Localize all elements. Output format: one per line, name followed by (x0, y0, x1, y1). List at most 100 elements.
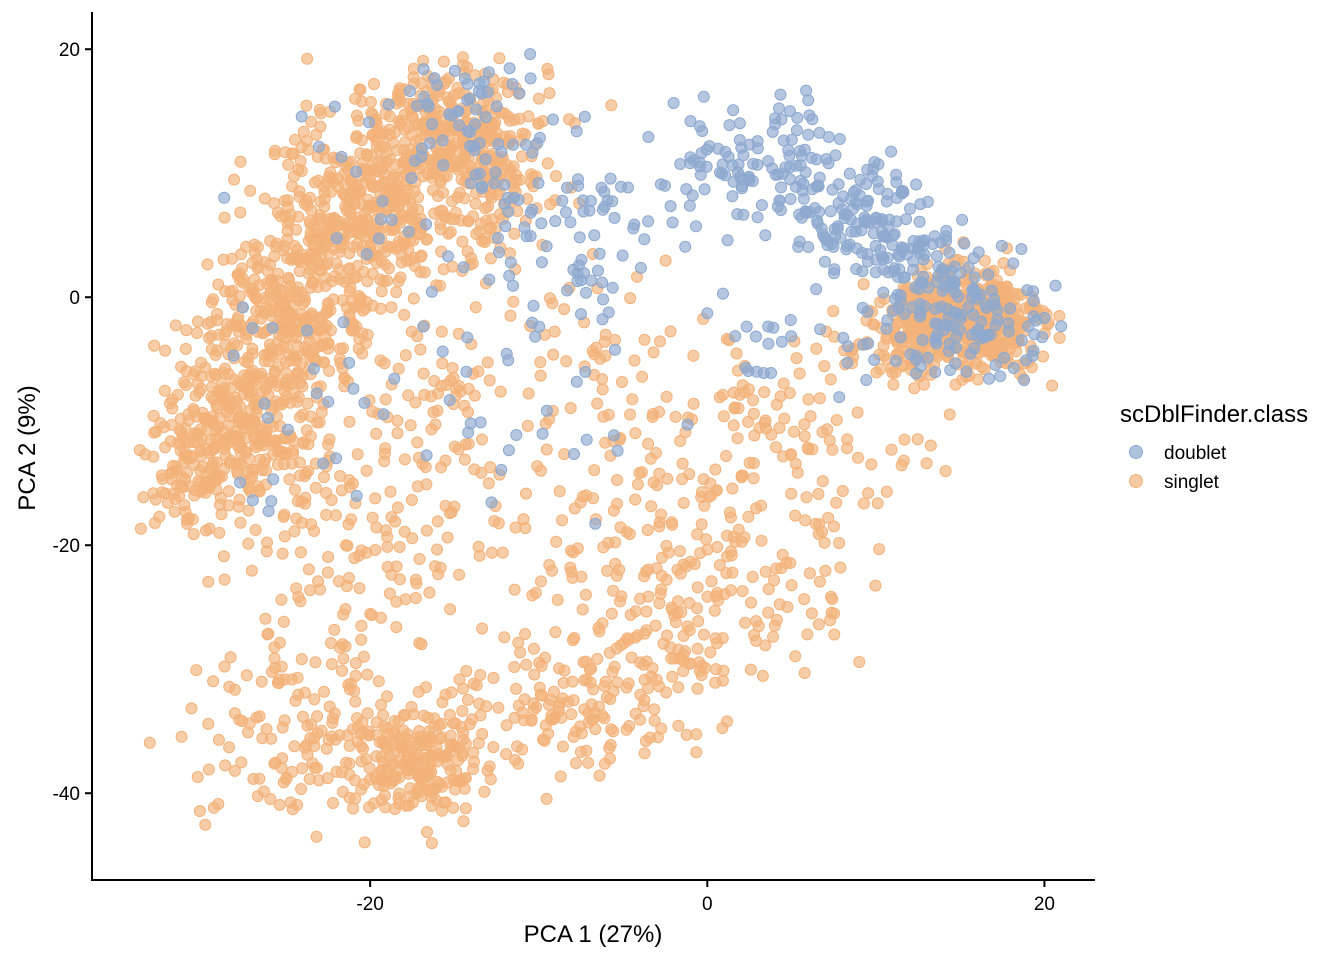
point-singlet (352, 300, 365, 313)
point-singlet (323, 700, 336, 713)
point-singlet (320, 221, 332, 234)
point-singlet (231, 269, 244, 282)
point-singlet (204, 463, 217, 476)
point-singlet (188, 458, 201, 471)
point-singlet (745, 596, 758, 609)
point-singlet (654, 335, 666, 348)
point-singlet (293, 190, 306, 203)
point-singlet (343, 285, 356, 298)
point-singlet (525, 168, 538, 181)
point-singlet (384, 485, 397, 498)
point-singlet (560, 355, 573, 368)
point-singlet (816, 475, 829, 488)
point-singlet (392, 275, 405, 288)
point-singlet (215, 391, 228, 404)
point-doublet (503, 62, 516, 75)
point-singlet (824, 373, 837, 386)
point-singlet (853, 656, 866, 668)
point-doublet (952, 290, 965, 303)
point-singlet (691, 642, 704, 655)
point-singlet (397, 144, 410, 157)
point-doublet (877, 253, 890, 266)
point-singlet (383, 262, 395, 275)
point-doublet (488, 177, 501, 190)
point-doublet (1015, 334, 1028, 347)
point-singlet (321, 566, 334, 579)
point-doublet (800, 84, 813, 97)
point-doublet (529, 330, 542, 343)
point-singlet (333, 273, 346, 286)
point-singlet (222, 368, 235, 380)
point-doublet (779, 161, 792, 174)
point-singlet (405, 494, 418, 506)
point-doublet (513, 87, 526, 100)
point-singlet (512, 757, 525, 770)
point-singlet (517, 513, 530, 526)
point-singlet (219, 449, 232, 462)
point-singlet (598, 680, 611, 693)
point-singlet (269, 756, 282, 769)
point-singlet (649, 619, 662, 632)
point-singlet (381, 530, 394, 543)
point-singlet (289, 133, 301, 146)
point-doublet (721, 234, 734, 247)
point-doublet (947, 306, 960, 319)
point-doublet (246, 494, 259, 507)
point-doublet (533, 320, 546, 333)
point-singlet (841, 433, 854, 446)
point-singlet (469, 197, 482, 210)
point-doublet (461, 331, 474, 344)
point-doublet (512, 193, 525, 206)
point-doublet (490, 100, 503, 113)
point-singlet (479, 202, 492, 215)
point-singlet (393, 541, 406, 553)
point-singlet (599, 349, 612, 362)
point-singlet (625, 651, 638, 664)
point-singlet (268, 250, 281, 263)
point-singlet (554, 770, 567, 783)
point-singlet (413, 553, 426, 565)
point-singlet (260, 545, 273, 558)
point-singlet (528, 668, 541, 681)
point-doublet (1038, 312, 1051, 324)
point-doublet (727, 104, 740, 117)
point-singlet (282, 320, 295, 332)
point-singlet (187, 436, 200, 449)
point-doublet (988, 293, 1001, 306)
point-singlet (262, 627, 275, 640)
point-doublet (483, 273, 496, 286)
y-tick-label: -20 (53, 536, 80, 557)
point-singlet (730, 347, 743, 360)
point-singlet (309, 342, 322, 355)
point-singlet (677, 497, 690, 509)
point-singlet (288, 740, 301, 753)
point-singlet (349, 657, 362, 670)
point-singlet (456, 235, 469, 248)
point-singlet (299, 340, 311, 353)
point-doublet (841, 356, 854, 369)
point-singlet (180, 365, 193, 377)
point-singlet (622, 677, 635, 690)
point-singlet (258, 355, 271, 368)
point-singlet (192, 315, 204, 328)
point-singlet (299, 497, 311, 510)
point-singlet (201, 258, 214, 271)
point-singlet (277, 615, 290, 628)
point-singlet (406, 201, 419, 214)
point-singlet (812, 488, 825, 500)
point-doublet (855, 224, 868, 237)
point-doublet (793, 235, 806, 248)
point-singlet (469, 301, 482, 314)
point-singlet (616, 376, 628, 388)
point-doublet (966, 328, 978, 341)
point-singlet (578, 674, 591, 687)
point-singlet (873, 543, 886, 556)
point-doublet (726, 190, 739, 203)
point-doublet (943, 320, 956, 332)
point-doublet (526, 146, 539, 159)
point-singlet (700, 533, 712, 546)
point-doublet (803, 109, 816, 122)
point-singlet (460, 665, 473, 677)
point-doublet (234, 476, 246, 489)
point-doublet (956, 213, 969, 226)
